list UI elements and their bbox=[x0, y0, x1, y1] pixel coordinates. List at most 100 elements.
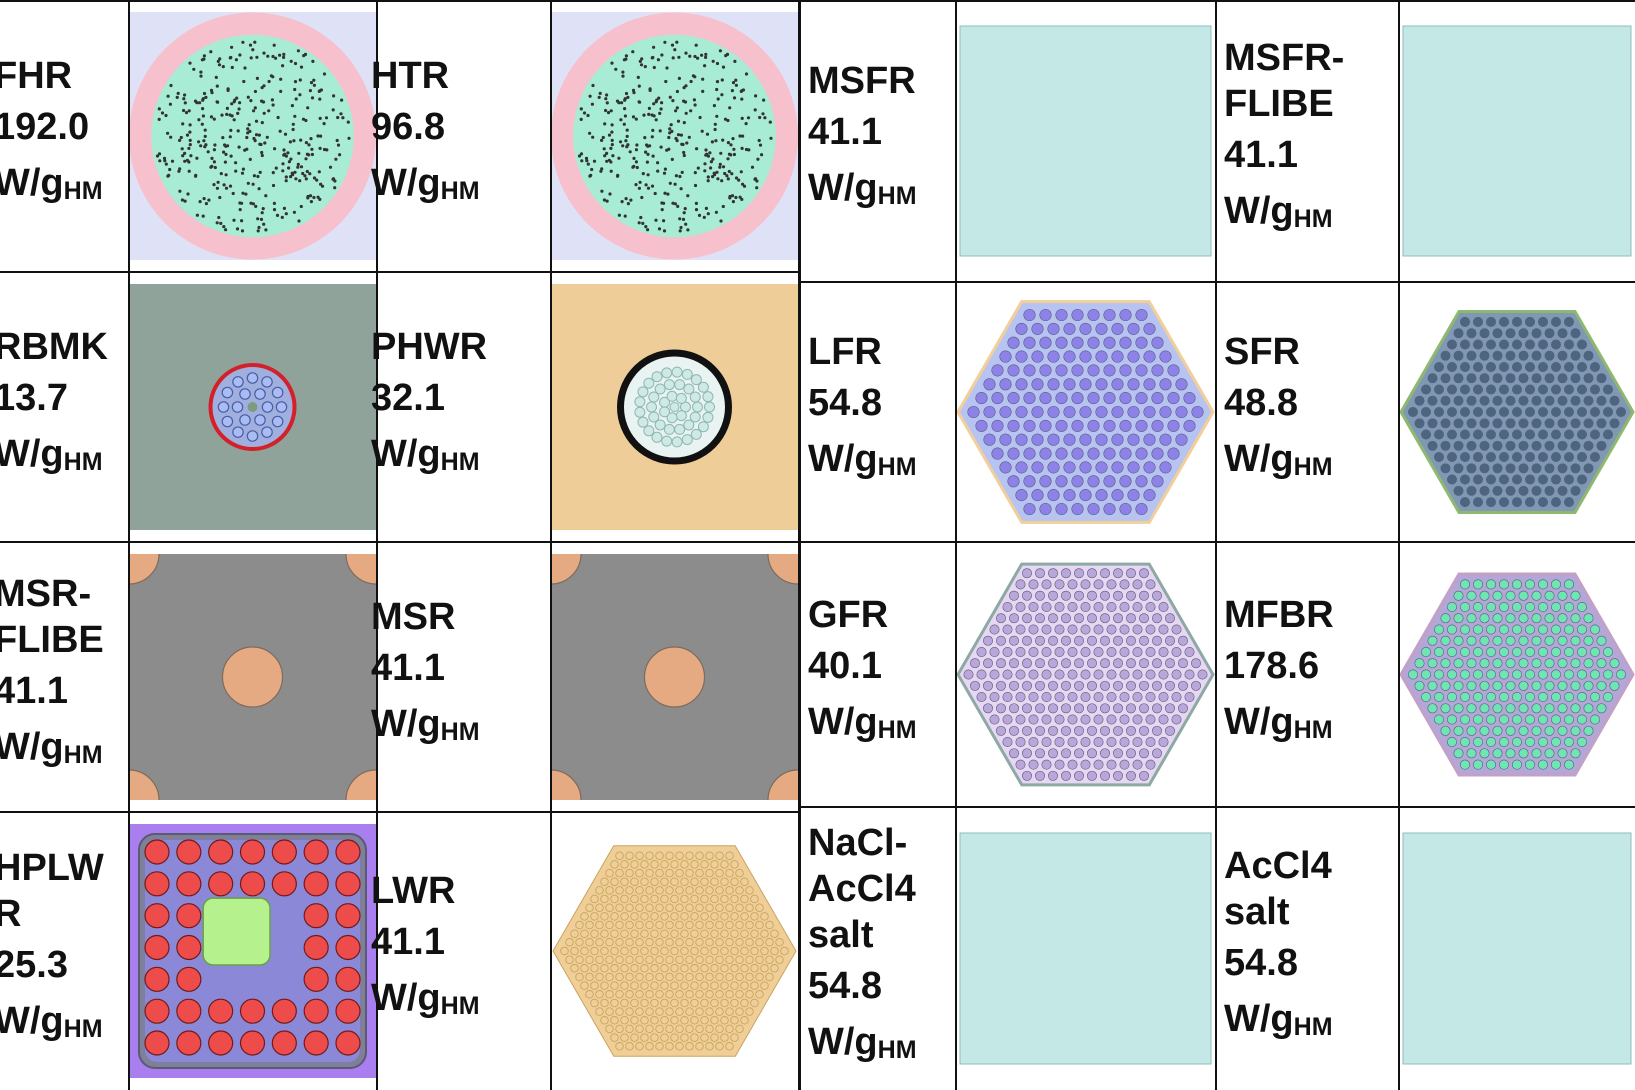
unit-base: W/g bbox=[371, 977, 441, 1019]
reactor-label: MFBR 178.6 W/gHM bbox=[1224, 542, 1398, 807]
power-density-value: 192.0 bbox=[0, 106, 90, 148]
row-divider bbox=[0, 0, 800, 2]
power-density-value: 54.8 bbox=[808, 964, 882, 1007]
power-density-value: 32.1 bbox=[371, 377, 445, 419]
hex-fuel-assembly-icon bbox=[1399, 294, 1635, 530]
homogeneous-salt-icon bbox=[956, 12, 1215, 270]
row-divider bbox=[0, 541, 800, 543]
reactor-name: LWR bbox=[371, 870, 456, 912]
unit-base: W/g bbox=[808, 700, 878, 743]
unit-base: W/g bbox=[1224, 997, 1294, 1040]
grid-divider bbox=[1215, 0, 1217, 1090]
unit-base: W/g bbox=[0, 433, 64, 475]
hex-fuel-assembly-icon bbox=[956, 294, 1215, 530]
unit-subscript: HM bbox=[440, 448, 480, 476]
reactor-name: salt bbox=[1224, 890, 1290, 933]
unit-subscript: HM bbox=[877, 182, 917, 210]
unit-base: W/g bbox=[371, 433, 441, 475]
power-density-unit: W/gHM bbox=[371, 970, 550, 1034]
unit-base: W/g bbox=[371, 162, 441, 204]
unit-base: W/g bbox=[371, 703, 441, 745]
power-density-unit: W/gHM bbox=[808, 160, 955, 224]
unit-base: W/g bbox=[1224, 700, 1294, 743]
row-divider bbox=[0, 271, 800, 273]
graphite-salt-channel-icon bbox=[551, 554, 798, 800]
power-density-unit: W/gHM bbox=[0, 426, 128, 490]
reactor-name: MSR bbox=[371, 596, 456, 638]
unit-base: W/g bbox=[0, 726, 64, 768]
hex-fuel-assembly-icon bbox=[1399, 554, 1635, 795]
power-density-value: 13.7 bbox=[0, 377, 68, 419]
reactor-name: FLIBE bbox=[0, 619, 104, 661]
power-density-value: 41.1 bbox=[371, 921, 445, 963]
homogeneous-salt-icon bbox=[1399, 12, 1635, 270]
power-density-unit: W/gHM bbox=[0, 719, 128, 783]
unit-subscript: HM bbox=[1293, 453, 1333, 481]
reactor-name: PHWR bbox=[371, 326, 488, 368]
reactor-label: SFR 48.8 W/gHM bbox=[1224, 282, 1398, 542]
unit-subscript: HM bbox=[1293, 715, 1333, 744]
reactor-label: RBMK 13.7 W/gHM bbox=[0, 272, 128, 542]
pebble-core-icon bbox=[551, 12, 798, 260]
reactor-name: AcCl4 bbox=[1224, 844, 1332, 887]
reactor-name: SFR bbox=[1224, 331, 1300, 373]
unit-base: W/g bbox=[0, 1000, 64, 1042]
power-density-value: 178.6 bbox=[1224, 644, 1320, 687]
row-divider bbox=[800, 541, 1635, 543]
unit-subscript: HM bbox=[877, 715, 917, 744]
reactor-label: LFR 54.8 W/gHM bbox=[808, 282, 955, 542]
grid-divider bbox=[955, 0, 957, 1090]
power-density-unit: W/gHM bbox=[1224, 431, 1398, 495]
reactor-name: HTR bbox=[371, 55, 450, 97]
pebble-core-icon bbox=[129, 12, 376, 260]
power-density-unit: W/gHM bbox=[808, 694, 955, 758]
reactor-label: MSFR 41.1 W/gHM bbox=[808, 0, 955, 282]
row-divider bbox=[0, 811, 800, 813]
power-density-unit: W/gHM bbox=[371, 696, 550, 760]
square-pin-lattice-icon bbox=[129, 824, 376, 1078]
left-panel: FHR 192.0 W/gHM HTR 96.8 W/gHM RBMK 13.7 W/gHM PH… bbox=[0, 0, 800, 1090]
reactor-label: MSFR- FLIBE 41.1 W/gHM bbox=[1224, 0, 1398, 282]
power-density-value: 25.3 bbox=[0, 944, 68, 986]
unit-subscript: HM bbox=[63, 1015, 103, 1043]
unit-subscript: HM bbox=[1293, 1012, 1333, 1041]
reactor-name: MSFR- bbox=[1224, 37, 1345, 79]
reactor-label: NaCl- AcCl4 salt 54.8 W/gHM bbox=[808, 807, 955, 1090]
reactor-label: HPLW R 25.3 W/gHM bbox=[0, 812, 128, 1090]
reactor-name: FLIBE bbox=[1224, 83, 1334, 125]
reactor-name: LFR bbox=[808, 331, 882, 373]
reactor-name: R bbox=[0, 893, 22, 935]
power-density-unit: W/gHM bbox=[1224, 694, 1398, 758]
grid-divider bbox=[550, 0, 552, 1090]
unit-subscript: HM bbox=[63, 177, 103, 205]
power-density-value: 41.1 bbox=[371, 647, 445, 689]
hex-fuel-assembly-icon bbox=[956, 554, 1215, 795]
hex-pin-assembly-icon bbox=[551, 824, 798, 1078]
reactor-name: MFBR bbox=[1224, 593, 1334, 636]
power-density-value: 54.8 bbox=[1224, 941, 1298, 984]
unit-subscript: HM bbox=[440, 177, 480, 205]
power-density-value: 54.8 bbox=[808, 382, 882, 424]
power-density-value: 40.1 bbox=[808, 644, 882, 687]
power-density-value: 41.1 bbox=[0, 670, 68, 712]
graphite-salt-channel-icon bbox=[129, 554, 376, 800]
power-density-unit: W/gHM bbox=[1224, 991, 1398, 1055]
unit-subscript: HM bbox=[440, 718, 480, 746]
unit-base: W/g bbox=[1224, 190, 1294, 232]
power-density-unit: W/gHM bbox=[808, 1014, 955, 1078]
reactor-name: NaCl- bbox=[808, 821, 908, 864]
power-density-value: 48.8 bbox=[1224, 382, 1298, 424]
homogeneous-salt-icon bbox=[1399, 819, 1635, 1078]
reactor-label: MSR- FLIBE 41.1 W/gHM bbox=[0, 542, 128, 812]
grid-divider bbox=[376, 0, 378, 1090]
reactor-name: MSR- bbox=[0, 573, 92, 615]
row-divider bbox=[800, 281, 1635, 283]
reactor-name: GFR bbox=[808, 593, 889, 636]
panel-separator bbox=[798, 0, 801, 1090]
row-divider bbox=[800, 0, 1635, 2]
reactor-label: PHWR 32.1 W/gHM bbox=[371, 272, 550, 542]
power-density-unit: W/gHM bbox=[371, 155, 550, 219]
grid-divider bbox=[1398, 0, 1400, 1090]
unit-subscript: HM bbox=[63, 741, 103, 769]
